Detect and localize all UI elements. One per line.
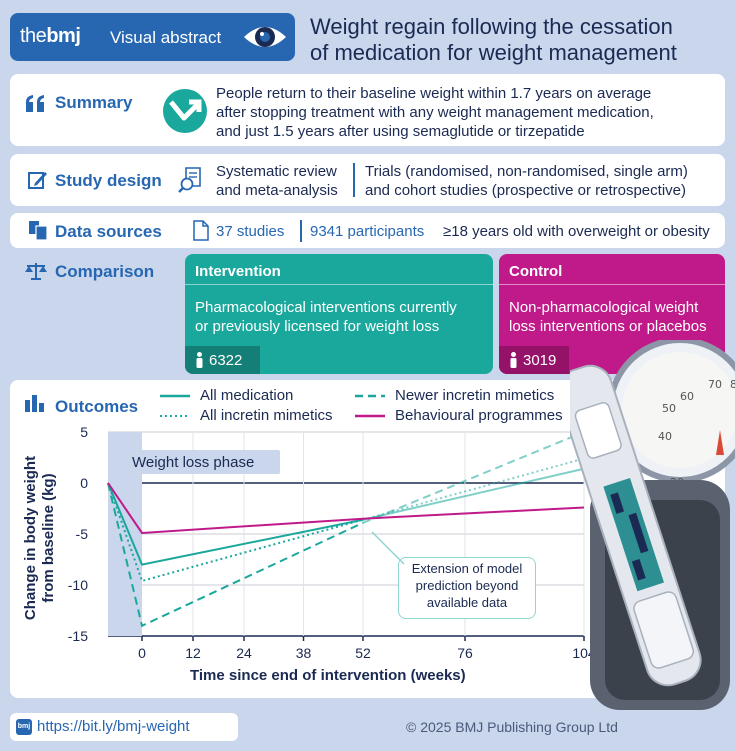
outcomes-label: Outcomes	[55, 397, 139, 416]
x-tick-label: 104	[572, 645, 596, 661]
x-tick-label: 38	[296, 645, 312, 661]
series-extension-newer-incretin-mimetics	[362, 431, 585, 524]
intervention-description: Pharmacological interventions currently …	[195, 299, 457, 335]
study-design-types: Trials (randomised, non-randomised, sing…	[365, 163, 688, 199]
y-tick-label: 5	[80, 424, 88, 440]
brand-label: Visual abstract	[110, 28, 222, 47]
legend-newer-incretin: Newer incretin mimetics	[395, 387, 555, 404]
legend-all-incretin: All incretin mimetics	[200, 407, 333, 424]
y-tick-label: 0	[80, 475, 88, 491]
footer-link-text[interactable]: https://bit.ly/bmj-weight	[37, 718, 190, 735]
study-count: 37 studies	[216, 223, 285, 240]
brand-logo: thebmj	[20, 25, 81, 47]
scale-needle	[716, 430, 724, 455]
x-tick-label: 52	[355, 645, 371, 661]
intervention-count: 6322	[209, 352, 243, 369]
intervention-title: Intervention	[195, 263, 281, 280]
legend-behavioural: Behavioural programmes	[395, 407, 563, 424]
model-extension-note: Extension of model prediction beyond ava…	[398, 557, 536, 619]
x-axis-title: Time since end of intervention (weeks)	[190, 667, 466, 684]
svg-text:70: 70	[708, 378, 722, 391]
y-tick-label: -15	[68, 628, 88, 644]
x-tick-label: 12	[185, 645, 201, 661]
copyright: © 2025 BMJ Publishing Group Ltd	[406, 719, 618, 735]
weight-loss-phase-label: Weight loss phase	[132, 454, 255, 471]
divider	[499, 284, 725, 285]
divider	[353, 163, 355, 197]
y-tick-label: -10	[68, 577, 88, 593]
x-tick-label: 76	[457, 645, 473, 661]
phase-tag-shape	[112, 450, 280, 474]
summary-label: Summary	[55, 93, 133, 112]
data-sources-label: Data sources	[55, 222, 162, 241]
series-extension-all-incretin-mimetics	[362, 457, 585, 521]
brand-badge: thebmj Visual abstract	[10, 13, 295, 61]
legend-swatches-left	[160, 394, 190, 417]
pencil-edit-icon	[28, 172, 47, 189]
pen-and-scale-illustration: 70 8 60 50 40 20 10 0	[570, 340, 735, 710]
y-axis-title-line1: Change in body weight	[22, 455, 39, 621]
summary-card: Summary People return to their baseline …	[10, 74, 725, 146]
weight-loss-phase-tag: Weight loss phase	[112, 450, 280, 474]
balance-scale-icon	[25, 263, 47, 280]
scale-face	[622, 352, 735, 468]
control-description: Non-pharmacological weight loss interven…	[509, 299, 707, 335]
control-count: 3019	[523, 352, 557, 369]
y-axis-title: Change in body weight from baseline (kg)	[12, 450, 68, 620]
series-line-all-medication	[107, 482, 364, 566]
footer-link[interactable]: bmj https://bit.ly/bmj-weight	[10, 713, 238, 741]
svg-text:60: 60	[680, 390, 694, 403]
data-sources-card: Data sources 37 studies 9341 participant…	[10, 213, 725, 248]
eye-icon	[244, 27, 286, 47]
series-line-newer-incretin-mimetics	[107, 482, 364, 628]
intervention-panel: Intervention Pharmacological interventio…	[185, 254, 493, 374]
series-extension-behavioural-programmes	[362, 506, 585, 520]
document-search-icon	[178, 167, 201, 193]
divider	[185, 284, 493, 285]
comparison-label: Comparison	[55, 262, 155, 281]
series-line-all-incretin-mimetics	[107, 482, 364, 583]
inclusion-criteria: ≥18 years old with overweight or obesity	[443, 223, 710, 240]
person-icon	[510, 352, 517, 368]
bar-chart-icon	[25, 395, 44, 412]
svg-text:50: 50	[662, 402, 676, 415]
intervention-count-badge: 6322	[185, 346, 260, 374]
control-panel: Control Non-pharmacological weight loss …	[499, 254, 725, 374]
x-tick-label: 0	[138, 645, 146, 661]
bmj-logo-icon: bmj	[16, 719, 32, 735]
divider	[300, 220, 302, 242]
y-tick-label: -5	[76, 526, 89, 542]
legend-swatches-right	[355, 394, 385, 418]
annotation-pointer	[371, 531, 405, 565]
summary-text: People return to their baseline weight w…	[216, 85, 654, 140]
svg-text:8: 8	[730, 378, 735, 391]
page-title: Weight regain following the cessation of…	[310, 14, 677, 65]
x-tick-label: 24	[236, 645, 252, 661]
file-icon	[193, 220, 209, 241]
participant-count: 9341 participants	[310, 223, 425, 240]
documents-icon	[29, 221, 48, 241]
series-line-behavioural-programmes	[107, 482, 364, 535]
trend-return-icon	[163, 89, 207, 133]
control-title: Control	[509, 263, 563, 280]
study-design-label: Study design	[55, 171, 162, 190]
control-count-badge: 3019	[499, 346, 569, 374]
legend-all-medication: All medication	[200, 387, 294, 404]
y-axis-title-line2: from baseline (kg)	[40, 473, 57, 603]
series-extension-all-medication	[362, 467, 585, 521]
quote-icon	[26, 95, 44, 112]
study-design-card: Study design Systematic review and meta-…	[10, 154, 725, 206]
person-icon	[196, 352, 203, 368]
svg-text:40: 40	[658, 430, 672, 443]
study-design-method: Systematic review and meta-analysis	[216, 163, 338, 199]
